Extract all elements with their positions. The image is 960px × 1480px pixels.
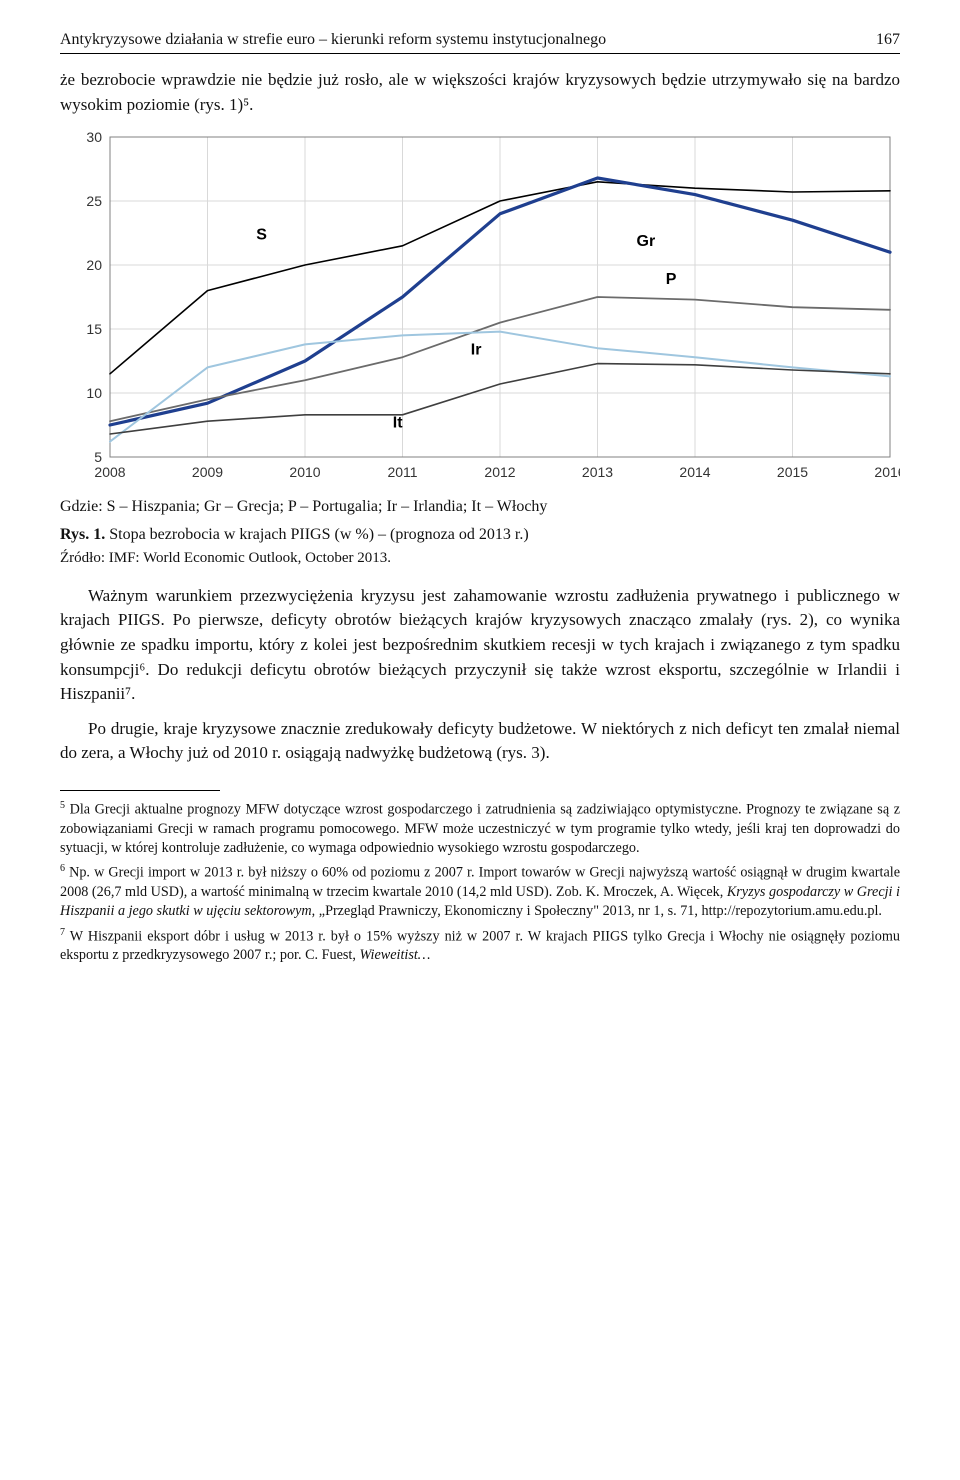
- figure-caption-label: Rys. 1.: [60, 526, 105, 543]
- svg-text:S: S: [256, 227, 267, 244]
- figure-caption-text: Stopa bezrobocia w krajach PIIGS (w %) –…: [105, 526, 528, 543]
- footnote-7-italic: Wieweitist…: [359, 947, 430, 963]
- svg-text:Gr: Gr: [637, 233, 656, 250]
- intro-paragraph: że bezrobocie wprawdzie nie będzie już r…: [60, 68, 900, 117]
- svg-text:2010: 2010: [289, 464, 320, 480]
- footnote-5: 5 Dla Grecji aktualne prognozy MFW dotyc…: [60, 799, 900, 858]
- body-para-1: Ważnym warunkiem przezwyciężenia kryzysu…: [60, 584, 900, 707]
- figure-caption: Rys. 1. Stopa bezrobocia w krajach PIIGS…: [60, 523, 900, 546]
- body-para-2: Po drugie, kraje kryzysowe znacznie zred…: [60, 717, 900, 766]
- unemployment-chart: 5 10 15 20 25 30 2008 2009 2010 2011 2012 2013 2014 2…: [60, 127, 900, 487]
- running-title: Antykryzysowe działania w strefie euro –…: [60, 28, 606, 51]
- footnote-6-text-b: , „Przegląd Prawniczy, Ekonomiczny i Spo…: [312, 903, 882, 919]
- footnote-7-text-a: W Hiszpanii eksport dóbr i usług w 2013 …: [60, 928, 900, 963]
- svg-text:20: 20: [86, 257, 102, 273]
- svg-text:2011: 2011: [387, 464, 417, 480]
- svg-text:2013: 2013: [582, 464, 613, 480]
- svg-text:2015: 2015: [777, 464, 808, 480]
- svg-text:30: 30: [86, 129, 102, 145]
- svg-text:2014: 2014: [679, 464, 710, 480]
- chart-legend: Gdzie: S – Hiszpania; Gr – Grecja; P – P…: [60, 495, 900, 518]
- svg-text:2009: 2009: [192, 464, 223, 480]
- footnotes-separator: [60, 790, 220, 791]
- svg-text:10: 10: [86, 385, 102, 401]
- svg-text:25: 25: [86, 193, 102, 209]
- chart-svg: 5 10 15 20 25 30 2008 2009 2010 2011 2012 2013 2014 2…: [60, 127, 900, 487]
- running-header: Antykryzysowe działania w strefie euro –…: [60, 28, 900, 54]
- svg-text:It: It: [393, 415, 403, 432]
- svg-text:5: 5: [94, 449, 102, 465]
- svg-text:P: P: [666, 272, 677, 289]
- svg-text:2012: 2012: [484, 464, 515, 480]
- footnote-5-text: Dla Grecji aktualne prognozy MFW dotyczą…: [60, 802, 900, 856]
- svg-text:15: 15: [86, 321, 102, 337]
- svg-text:Ir: Ir: [471, 342, 482, 359]
- footnote-7: 7 W Hiszpanii eksport dóbr i usług w 201…: [60, 926, 900, 966]
- page-number: 167: [876, 28, 900, 51]
- svg-text:2016: 2016: [874, 464, 900, 480]
- svg-text:2008: 2008: [94, 464, 125, 480]
- footnote-6: 6 Np. w Grecji import w 2013 r. był niżs…: [60, 862, 900, 921]
- figure-source: Źródło: IMF: World Economic Outlook, Oct…: [60, 548, 900, 570]
